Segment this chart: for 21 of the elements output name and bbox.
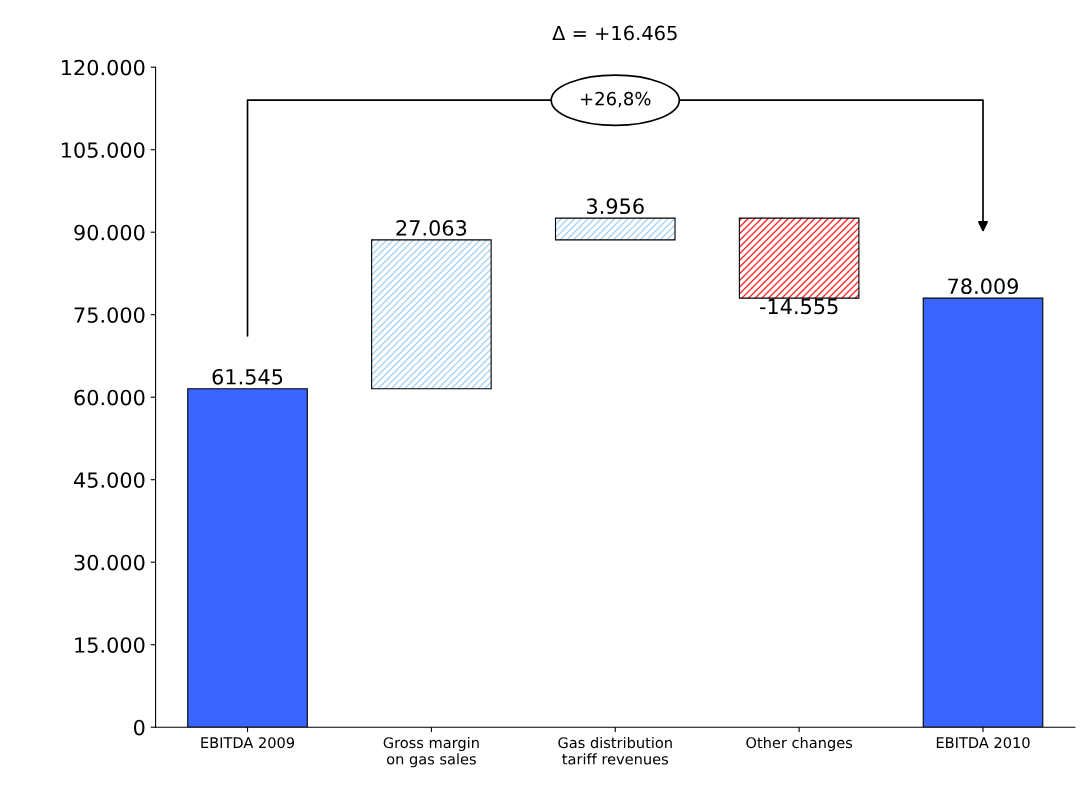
y-tick-label: 15.000 xyxy=(75,637,145,653)
y-tick-label: 90.000 xyxy=(74,224,145,241)
data-label: 3.956 xyxy=(587,198,644,215)
text: Δ = +16.465 xyxy=(552,25,677,41)
data-label: 27.063 xyxy=(396,220,467,236)
annotation: +26,8% xyxy=(580,91,651,108)
x-tick-label: EBITDA 2009 xyxy=(201,737,295,749)
y-tick-label: 30.000 xyxy=(74,554,145,571)
y-tick-label: 45.000 xyxy=(73,472,145,488)
x-tick-label: Gas distribution tariff revenues xyxy=(558,736,672,765)
data-label: 61.545 xyxy=(212,368,283,385)
y-tick-label: 120.000 xyxy=(62,59,145,76)
data-label: -14.555 xyxy=(759,298,838,315)
y-tick-label: 75.000 xyxy=(74,307,145,323)
x-tick-label: EBITDA 2010 xyxy=(936,737,1030,749)
x-tick-label: Other changes xyxy=(746,736,853,752)
data-label: 78.009 xyxy=(948,278,1018,295)
y-tick-label: 0 xyxy=(133,719,145,736)
y-tick-label: 105.000 xyxy=(62,142,145,158)
y-tick-label: 60.000 xyxy=(74,389,145,406)
x-tick-label: Gross margin on gas sales xyxy=(383,736,479,768)
